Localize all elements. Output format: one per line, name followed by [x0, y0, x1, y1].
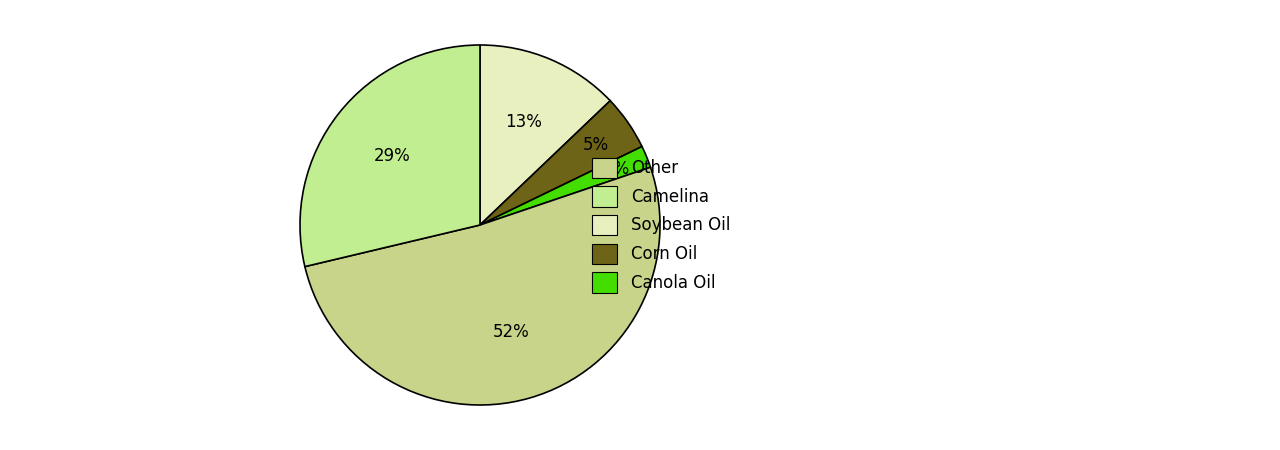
Text: 13%: 13% — [506, 113, 543, 131]
Legend: Other, Camelina, Soybean Oil, Corn Oil, Canola Oil: Other, Camelina, Soybean Oil, Corn Oil, … — [588, 153, 735, 297]
Wedge shape — [300, 45, 480, 266]
Text: 29%: 29% — [374, 147, 411, 165]
Wedge shape — [480, 101, 643, 225]
Text: 2%: 2% — [603, 160, 630, 178]
Text: 5%: 5% — [582, 136, 608, 154]
Wedge shape — [480, 45, 611, 225]
Wedge shape — [305, 167, 660, 405]
Wedge shape — [480, 147, 650, 225]
Text: 52%: 52% — [493, 323, 529, 341]
